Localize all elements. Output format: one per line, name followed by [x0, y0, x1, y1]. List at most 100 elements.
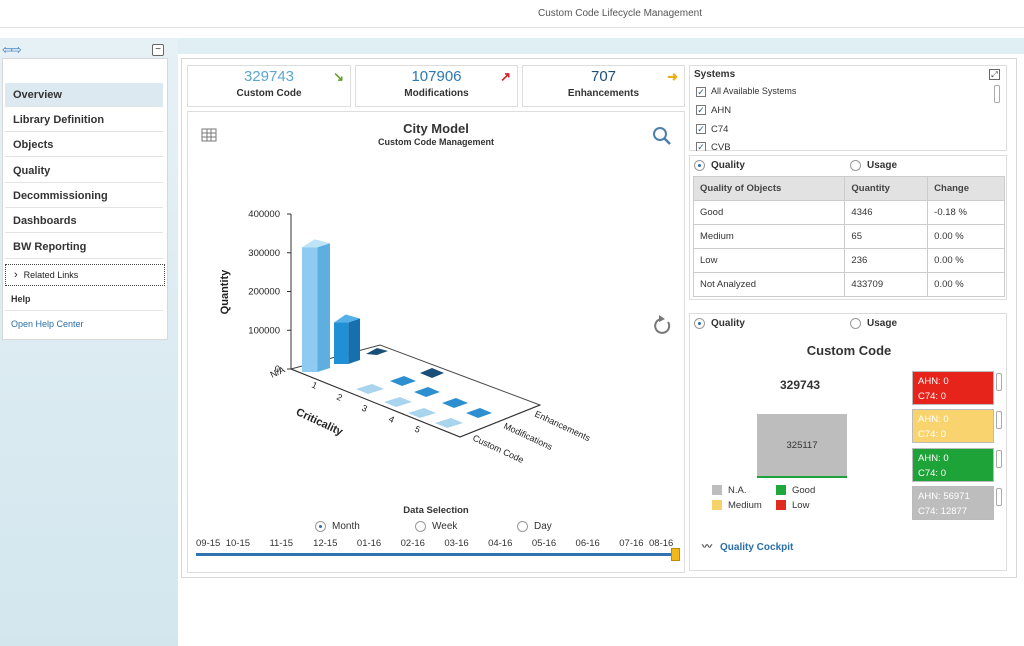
quality-radio[interactable]: Quality — [694, 160, 745, 171]
stack-good[interactable]: AHN: 0 C74: 0 — [912, 448, 994, 482]
period-week-radio[interactable]: Week — [415, 521, 457, 532]
system-label: AHN — [711, 105, 732, 116]
timeline-handle[interactable] — [671, 548, 680, 561]
stack-line: AHN: 0 — [918, 414, 949, 425]
nav-label: BW Reporting — [13, 241, 87, 253]
collapse-panel-button[interactable]: − — [152, 44, 164, 56]
stack-line: AHN: 0 — [918, 453, 949, 464]
top-bar: Custom Code Lifecycle Management — [0, 0, 1024, 28]
stack-na[interactable]: AHN: 56971 C74: 12877 — [912, 486, 994, 520]
stack-scrollbar[interactable] — [996, 411, 1002, 429]
systems-header: Systems — [694, 69, 736, 80]
usage-radio[interactable]: Usage — [850, 318, 897, 329]
floor-tile — [420, 368, 444, 378]
radio-button-icon — [850, 160, 861, 171]
z-tick-label: Custom Code — [471, 433, 525, 465]
kpi-modifications[interactable]: 107906 Modifications ↗ — [355, 65, 518, 107]
radio-button-icon — [415, 521, 426, 532]
kpi-enhancements[interactable]: 707 Enhancements ➜ — [522, 65, 685, 107]
table-cell: 65 — [844, 224, 929, 249]
timeline-label: 11-15 — [269, 538, 294, 549]
table-cell: Not Analyzed — [692, 272, 846, 297]
checkbox-icon: ✓ — [696, 124, 706, 135]
floor-tile — [466, 408, 492, 418]
stack-scrollbar[interactable] — [996, 450, 1002, 468]
related-links-toggle[interactable]: › Related Links — [5, 264, 165, 286]
systems-scrollbar[interactable] — [994, 85, 1000, 103]
floor-tile — [414, 387, 440, 397]
nav-item-quality[interactable]: Quality — [5, 159, 163, 183]
bar-custom-code[interactable] — [302, 239, 330, 372]
usage-radio[interactable]: Usage — [850, 160, 897, 171]
system-checkbox-cvb[interactable]: ✓ CVB — [696, 142, 731, 151]
stack-scrollbar[interactable] — [996, 373, 1002, 391]
legend-swatch — [712, 485, 722, 496]
stack-line: C74: 0 — [918, 391, 946, 402]
trend-down-arrow-icon: ↘ — [333, 69, 344, 84]
nav-item-dashboards[interactable]: Dashboards — [5, 209, 163, 233]
system-checkbox-ahn[interactable]: ✓ AHN — [696, 105, 731, 116]
period-month-radio[interactable]: Month — [315, 521, 360, 532]
nav-item-bw-reporting[interactable]: BW Reporting — [5, 235, 163, 259]
z-axis — [459, 404, 541, 438]
column-header[interactable]: Quantity — [844, 176, 929, 201]
nav-label: Dashboards — [13, 215, 77, 227]
kpi-custom-code[interactable]: 329743 Custom Code ↘ — [187, 65, 351, 107]
kpi-value: 107906 — [411, 68, 462, 85]
nav-item-objects[interactable]: Objects — [5, 133, 163, 157]
table-row[interactable]: Low 236 0.00 % — [692, 248, 1005, 273]
nav-item-library-definition[interactable]: Library Definition — [5, 108, 163, 132]
system-checkbox-c74[interactable]: ✓ C74 — [696, 124, 728, 135]
table-row[interactable]: Not Analyzed 433709 0.00 % — [692, 272, 1005, 297]
stack-line: C74: 0 — [918, 429, 946, 440]
refresh-icon[interactable] — [654, 315, 671, 334]
y-axis-label: Quantity — [219, 269, 231, 314]
period-label: Week — [432, 521, 458, 533]
system-label: C74 — [711, 124, 729, 135]
legend-swatch — [712, 500, 722, 511]
quality-cockpit-link[interactable]: 〰 Quality Cockpit — [702, 538, 793, 553]
quality-table: Quality of Objects Quantity Change Good 4… — [692, 176, 1005, 297]
bar-enhancements[interactable] — [366, 348, 388, 355]
open-help-center-link[interactable]: Open Help Center — [11, 319, 84, 329]
column-header[interactable]: Quality of Objects — [692, 176, 846, 201]
custom-code-block[interactable]: 325117 — [757, 414, 847, 478]
link-label: Quality Cockpit — [720, 542, 794, 553]
expand-icon[interactable]: ⤢ — [989, 69, 1000, 80]
quality-table-panel: Quality Usage — [689, 155, 1007, 300]
nav-item-decommissioning[interactable]: Decommissioning — [5, 184, 163, 208]
timeline-track[interactable] — [196, 553, 674, 556]
stack-line: C74: 12877 — [918, 506, 968, 517]
timeline-label: 05-16 — [531, 538, 557, 549]
kpi-value: 329743 — [243, 68, 295, 85]
legend-label: Good — [792, 485, 816, 496]
floor-tile — [442, 398, 468, 408]
header-band — [0, 38, 1024, 54]
legend-swatch — [776, 485, 786, 496]
table-row[interactable]: Medium 65 0.00 % — [692, 224, 1005, 249]
stack-low[interactable]: AHN: 0 C74: 0 — [912, 371, 994, 405]
kpi-value: 707 — [590, 68, 617, 85]
system-label: CVB — [711, 142, 731, 151]
stack-medium[interactable]: AHN: 0 C74: 0 — [912, 409, 994, 443]
bar-modifications[interactable] — [334, 314, 360, 364]
table-cell: 433709 — [844, 272, 929, 297]
table-row[interactable]: Good 4346 -0.18 % — [692, 200, 1005, 225]
floor-tile — [435, 418, 463, 428]
search-icon[interactable] — [653, 127, 671, 145]
table-view-icon[interactable] — [201, 128, 217, 142]
table-cell: Low — [692, 248, 846, 273]
bar-face — [302, 247, 318, 372]
radio-button-icon — [694, 318, 705, 329]
legend-low: Low — [776, 500, 809, 511]
column-header[interactable]: Change — [927, 176, 1005, 201]
trend-up-arrow-icon: ↗ — [500, 69, 511, 84]
quality-radio[interactable]: Quality — [694, 318, 745, 329]
system-checkbox-all[interactable]: ✓ All Available Systems — [696, 86, 796, 97]
nav-item-overview[interactable]: Overview — [5, 83, 163, 107]
back-forward-arrows-icon[interactable]: ⇦⇨ — [2, 42, 22, 57]
y-ticks: 400000 300000 200000 100000 0 — [248, 209, 291, 375]
period-day-radio[interactable]: Day — [517, 521, 552, 532]
stack-scrollbar[interactable] — [996, 488, 1002, 506]
